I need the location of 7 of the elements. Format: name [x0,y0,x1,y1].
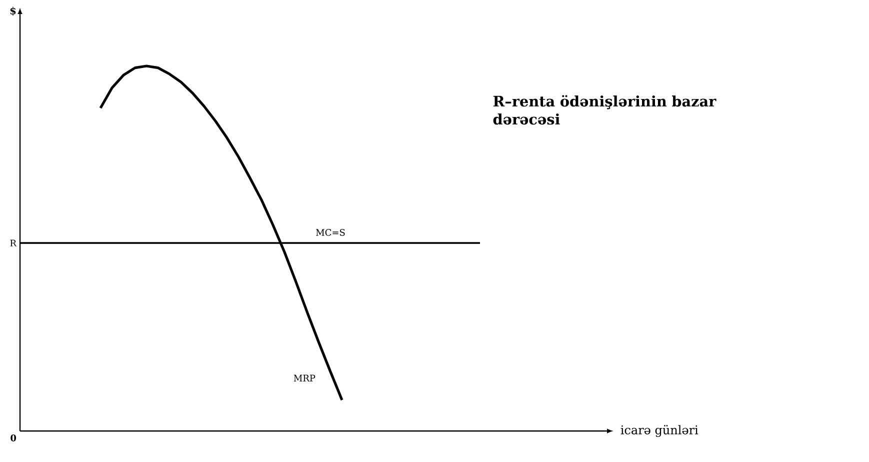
series-label: MRP [294,374,316,382]
text: R–renta ödənişlərinin bazar dərəcəsi [493,95,716,125]
text: icarə günləri [620,425,698,437]
text: 0 [10,434,16,442]
text: R [10,240,17,246]
series-label: MC=S [316,229,345,236]
text: $ [10,6,16,16]
